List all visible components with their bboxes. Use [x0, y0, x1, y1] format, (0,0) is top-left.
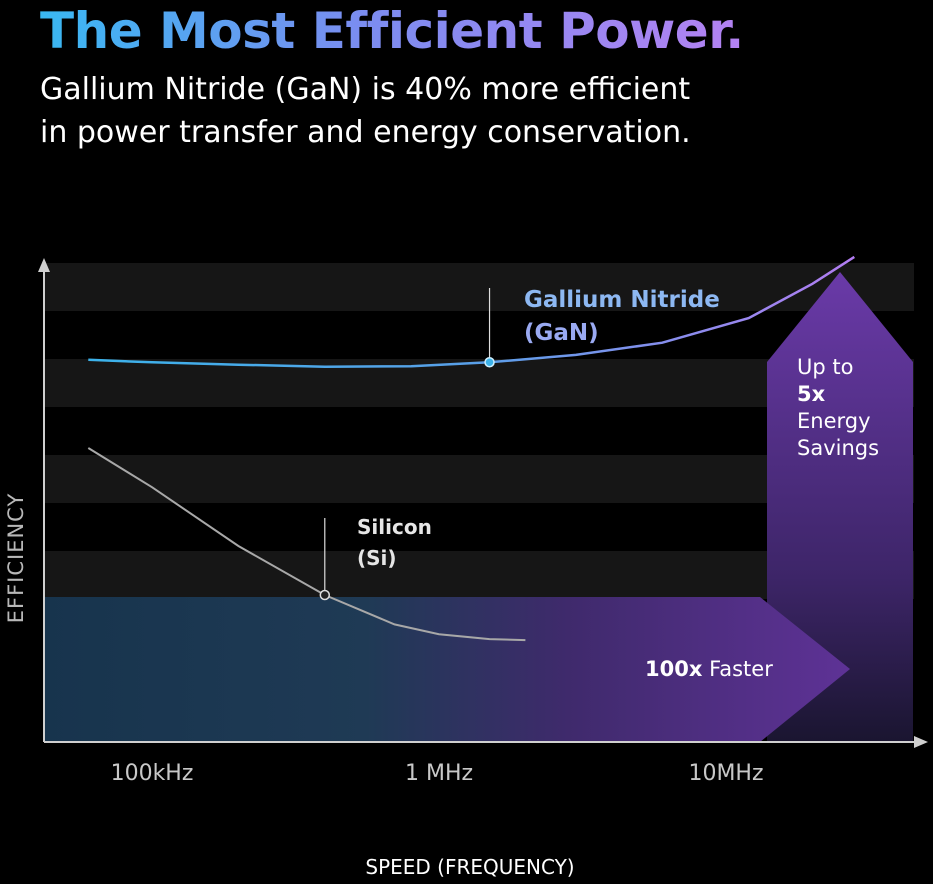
x-tick-label: 1 MHz: [405, 761, 473, 786]
speed-annotation: 100x Faster: [645, 657, 773, 681]
savings-arrow: [767, 272, 913, 742]
subtitle-line-1: Gallium Nitride (GaN) is 40% more effici…: [40, 72, 691, 107]
speed-annotation-text: Faster: [709, 657, 773, 681]
savings-line-4: Savings: [797, 436, 879, 460]
y-axis-label: EFFICIENCY: [4, 493, 28, 624]
speed-annotation-space: [702, 657, 709, 681]
page-title: The Most Efficient Power.: [40, 2, 744, 60]
savings-line-3: Energy: [797, 409, 871, 433]
gan-label-line-1: Gallium Nitride: [524, 287, 720, 313]
silicon-label-line-2: (Si): [357, 546, 397, 570]
x-axis-arrow-icon: [914, 736, 928, 748]
speed-annotation-bold: 100x: [645, 657, 703, 681]
silicon-series-line: [87, 447, 526, 642]
gan-label-line-2: (GaN): [524, 320, 599, 346]
y-axis-arrow-icon: [38, 258, 50, 272]
savings-line-2: 5x: [797, 382, 826, 406]
speed-arrow: [44, 597, 850, 742]
gan-marker: [484, 357, 495, 368]
x-tick-label: 10MHz: [688, 761, 763, 786]
silicon-label-line-1: Silicon: [357, 515, 432, 539]
silicon-marker: [319, 589, 331, 601]
x-axis-label: SPEED (FREQUENCY): [365, 855, 574, 879]
savings-line-1: Up to: [797, 355, 853, 379]
grid-band: [44, 263, 914, 311]
subtitle-line-2: in power transfer and energy conservatio…: [40, 115, 691, 150]
x-tick-label: 100kHz: [111, 761, 194, 786]
x-tick-labels: 100kHz 1 MHz 10MHz: [111, 761, 764, 786]
